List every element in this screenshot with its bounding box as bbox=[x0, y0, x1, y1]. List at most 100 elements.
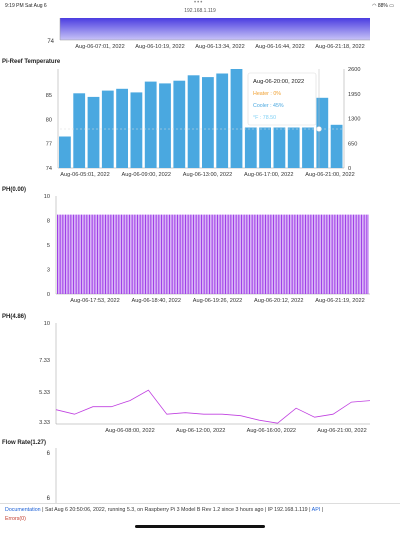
ph-line-xtick-label: Aug-06-08:00, 2022 bbox=[105, 428, 154, 434]
tooltip-box: Aug-06-20:00, 2022 Heater : 0% Cooler : … bbox=[247, 72, 317, 126]
ph-bar bbox=[109, 214, 111, 294]
more-dots-icon[interactable]: ••• bbox=[194, 0, 204, 6]
home-indicator[interactable] bbox=[135, 525, 265, 528]
top-xtick-label: Aug-06-13:34, 2022 bbox=[195, 44, 244, 50]
ph-bar bbox=[313, 214, 314, 294]
ph-bar bbox=[364, 214, 366, 294]
temperature-bar[interactable] bbox=[116, 88, 128, 168]
ph-bar bbox=[277, 214, 279, 294]
temperature-bar[interactable] bbox=[101, 90, 114, 168]
temperature-bar[interactable] bbox=[173, 80, 186, 168]
ph-ytick-label: 10 bbox=[44, 194, 50, 200]
ph-bar bbox=[361, 214, 362, 294]
ph-bar bbox=[100, 214, 102, 294]
ph-bar bbox=[349, 214, 351, 294]
temperature-bar[interactable] bbox=[73, 93, 86, 168]
ph-bar bbox=[292, 214, 294, 294]
ph-bar bbox=[269, 214, 271, 294]
ph-bar bbox=[188, 214, 190, 294]
ph-bar bbox=[145, 214, 146, 294]
ph-bar bbox=[164, 214, 166, 294]
temperature-bar[interactable] bbox=[273, 127, 286, 169]
ph-bar bbox=[306, 214, 308, 294]
temperature-bar[interactable] bbox=[144, 81, 157, 168]
ph-bar bbox=[63, 214, 65, 294]
ph-bar bbox=[332, 214, 334, 294]
ph-line-series bbox=[55, 389, 371, 424]
temp-ytick-right-label: 1300 bbox=[348, 117, 360, 123]
url-label[interactable]: 192.168.1.119 bbox=[184, 8, 216, 14]
ph-bar bbox=[189, 214, 191, 294]
temperature-bar[interactable] bbox=[244, 127, 257, 169]
ph-bar bbox=[237, 214, 239, 294]
ph-bar bbox=[197, 214, 199, 294]
temperature-bar[interactable] bbox=[130, 92, 143, 168]
ph-bar bbox=[106, 214, 108, 294]
ph-bar bbox=[116, 214, 118, 294]
ph-ytick-label: 5 bbox=[47, 243, 50, 249]
ph-bar bbox=[149, 214, 151, 294]
temperature-bar[interactable] bbox=[59, 136, 71, 169]
temperature-bar[interactable] bbox=[216, 73, 229, 169]
ph-bar bbox=[125, 214, 127, 294]
ph-bar bbox=[229, 214, 231, 294]
temperature-bar[interactable] bbox=[87, 96, 100, 168]
ph-bar bbox=[309, 214, 311, 294]
wifi-icon: ◠ bbox=[372, 3, 377, 9]
ph-bar bbox=[108, 214, 110, 294]
ph-bar bbox=[98, 214, 100, 294]
charts-area: 74 Aug-06-07:01, 2022 Aug-06-10:19, 2022 A… bbox=[2, 18, 371, 503]
temperature-bar[interactable] bbox=[159, 83, 171, 168]
ph-bar bbox=[290, 214, 292, 294]
ph-xtick-label: Aug-06-21:19, 2022 bbox=[315, 298, 364, 304]
ph-bar bbox=[130, 214, 132, 294]
ph-bar bbox=[261, 214, 263, 294]
ph-bar bbox=[183, 214, 185, 294]
ph-xtick-label: Aug-06-17:53, 2022 bbox=[70, 298, 119, 304]
ph-bar bbox=[199, 214, 201, 294]
ph-bar bbox=[167, 214, 169, 294]
ph-bar bbox=[317, 214, 319, 294]
footer-sep: | bbox=[320, 507, 324, 513]
tooltip-title: Aug-06-20:00, 2022 bbox=[253, 79, 304, 85]
ph-bar bbox=[346, 214, 348, 294]
ph-bar bbox=[71, 214, 73, 294]
temperature-bar[interactable] bbox=[287, 127, 300, 169]
ph-bar bbox=[122, 214, 124, 294]
temperature-bar[interactable] bbox=[230, 69, 243, 168]
ph-xtick-label: Aug-06-19:26, 2022 bbox=[193, 298, 242, 304]
ph-bar bbox=[274, 214, 276, 294]
ph-bar bbox=[127, 214, 129, 294]
ph-bar bbox=[340, 214, 342, 294]
ph-bar bbox=[185, 214, 186, 294]
ph-bar bbox=[236, 214, 238, 294]
ph-line-chart-title: PH(4.86) bbox=[2, 314, 26, 320]
temperature-bar[interactable] bbox=[259, 127, 271, 169]
temp-ytick-right-label: 650 bbox=[348, 141, 357, 147]
temperature-bar[interactable] bbox=[187, 75, 200, 168]
ph-bar bbox=[161, 214, 162, 294]
chart-top: 74 Aug-06-07:01, 2022 Aug-06-10:19, 2022 A… bbox=[47, 18, 370, 50]
ph-bar bbox=[217, 214, 218, 294]
ph-bar bbox=[289, 214, 290, 294]
documentation-link[interactable]: Documentation bbox=[5, 507, 41, 513]
ph-bar bbox=[215, 214, 217, 294]
ph-bar bbox=[276, 214, 278, 294]
temp-xtick-label: Aug-06-13:00, 2022 bbox=[183, 172, 232, 178]
ph-xtick-label: Aug-06-18:40, 2022 bbox=[132, 298, 181, 304]
temperature-bar[interactable] bbox=[202, 77, 214, 168]
api-link[interactable]: API bbox=[311, 507, 321, 513]
ph-bar bbox=[57, 214, 58, 294]
status-bar: 9:19 PM Sat Aug 6 ••• 192.168.1.119 ◠ 88… bbox=[0, 0, 400, 18]
temperature-bar[interactable] bbox=[302, 127, 314, 169]
ph-bar bbox=[327, 214, 329, 294]
ph-bar bbox=[140, 214, 142, 294]
temperature-bar[interactable] bbox=[330, 124, 343, 168]
ph-raw-chart-title: PH(0.00) bbox=[2, 187, 26, 193]
temperature-bar[interactable] bbox=[316, 97, 329, 168]
ph-bar bbox=[101, 214, 103, 294]
ph-bar bbox=[77, 214, 79, 294]
errors-link[interactable]: Errors(0) bbox=[5, 516, 26, 522]
ph-ytick-label: 3 bbox=[47, 268, 50, 274]
ph-bar bbox=[263, 214, 265, 294]
